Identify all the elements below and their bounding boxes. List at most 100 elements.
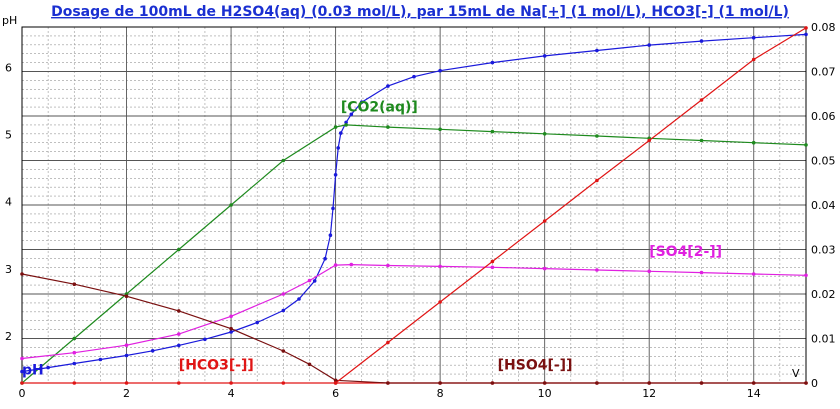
so4-series-point — [542, 266, 547, 271]
co2-series — [20, 123, 808, 385]
na-series-point — [490, 259, 495, 264]
y-right-tick-label: 0.04 — [811, 199, 836, 212]
pH-series-point — [177, 343, 181, 348]
hco3-series-point — [177, 381, 181, 385]
co2-series-point — [229, 203, 233, 207]
na-series-point — [647, 138, 651, 143]
hso4-series-point — [124, 294, 129, 299]
co2-series-point — [333, 125, 338, 129]
pH-series-point — [349, 112, 354, 117]
series-labels: pH [CO2(aq)] [SO4[2-]] [HCO3[-]] [HSO4[-]] — [22, 100, 722, 379]
x-tick-label: 6 — [332, 387, 339, 400]
hco3-series-point — [281, 381, 286, 385]
so4-series-point — [72, 350, 77, 355]
hso4-series-point — [595, 381, 599, 385]
x-axis-label: V — [792, 367, 800, 380]
pH-series-point — [331, 206, 335, 211]
hso4-series-point — [438, 381, 442, 385]
tick-labels: 0 2 4 6 8 10 12 14 2 3 4 5 6 0 0.01 0.02 0.03 0.04 0.05 0.0… — [5, 21, 836, 400]
so4-series — [20, 262, 808, 361]
pH-series-point — [46, 365, 50, 370]
co2-series-point — [281, 158, 286, 163]
pH-series-point — [323, 256, 327, 261]
y-right-tick-label: 0.05 — [811, 155, 836, 168]
y-left-tick-label: 4 — [5, 196, 12, 209]
hso4-series-point — [386, 381, 390, 385]
pH-series-line — [21, 33, 807, 373]
y-left-tick-label: 3 — [5, 263, 12, 276]
co2-series-point — [542, 132, 547, 136]
so4-series-point — [281, 292, 286, 296]
y-right-tick-label: 0.01 — [811, 333, 836, 346]
na-series-point — [699, 98, 704, 102]
hso4-series-point — [20, 272, 24, 276]
so4-series-point — [349, 262, 354, 267]
pH-series-point — [98, 357, 103, 362]
so4-series-point — [804, 273, 808, 278]
so4-label: [SO4[2-]] — [649, 244, 722, 260]
pH-series-point — [255, 320, 259, 325]
so4-series-point — [307, 278, 312, 283]
ph-label: pH — [22, 362, 44, 378]
pH-series-point — [438, 68, 442, 73]
pH-series-point — [386, 84, 390, 88]
pH-series-point — [336, 146, 341, 150]
x-tick-label: 12 — [642, 387, 656, 400]
pH-series-point — [359, 100, 364, 104]
co2-series-point — [490, 129, 495, 134]
chart-title: Dosage de 100mL de H2SO4(aq) (0.03 mol/L… — [51, 4, 789, 20]
co2-label: [CO2(aq)] — [341, 100, 418, 116]
so4-series-point — [333, 263, 338, 267]
pH-series-point — [203, 337, 207, 342]
pH-series-point — [595, 48, 599, 53]
pH-series-point — [281, 308, 286, 313]
pH-series-point — [647, 43, 651, 47]
so4-series-point — [490, 265, 495, 270]
na-series-point — [595, 178, 599, 183]
hso4-series-point — [804, 381, 808, 385]
pH-series-point — [699, 39, 704, 43]
pH-series-point — [150, 349, 155, 353]
co2-series-point — [595, 134, 599, 138]
na-series-point — [542, 219, 547, 223]
hso4-series-point — [177, 309, 181, 313]
hco3-series-point — [124, 381, 129, 385]
so4-series-point — [177, 332, 181, 336]
na-series — [333, 26, 808, 385]
so4-series-point — [699, 270, 704, 275]
x-tick-label: 0 — [19, 387, 26, 400]
y-right-tick-label: 0.06 — [811, 110, 836, 123]
y-axis-left-label: pH — [2, 14, 17, 27]
pH-series-point — [751, 35, 756, 40]
so4-series-point — [124, 343, 129, 348]
so4-series-point — [20, 356, 24, 361]
hso4-series-point — [281, 349, 286, 353]
hco3-label: [HCO3[-]] — [179, 358, 254, 374]
x-tick-label: 4 — [228, 387, 235, 400]
so4-series-point — [647, 269, 651, 274]
na-series-point — [804, 26, 808, 30]
pH-series-point — [412, 74, 416, 79]
series-layer — [20, 26, 808, 385]
so4-series-point — [595, 268, 599, 272]
pH-series-point — [542, 54, 547, 58]
hco3-series-point — [72, 381, 77, 385]
pH-series-point — [72, 361, 77, 366]
hco3-series-point — [20, 381, 24, 385]
pH-series — [20, 32, 808, 374]
pH-series-point — [344, 120, 348, 125]
hso4-label: [HSO4[-]] — [498, 358, 573, 374]
so4-series-point — [438, 264, 442, 269]
y-right-tick-label: 0 — [811, 377, 818, 390]
y-right-tick-label: 0.08 — [811, 21, 836, 34]
co2-series-point — [751, 140, 756, 145]
y-left-tick-label: 6 — [5, 61, 12, 74]
na-series-point — [751, 57, 756, 62]
na-series-line — [335, 27, 807, 384]
co2-series-point — [177, 247, 181, 252]
pH-series-point — [333, 173, 338, 177]
pH-series-point — [312, 279, 317, 283]
x-tick-label: 14 — [747, 387, 761, 400]
pH-series-point — [229, 330, 233, 334]
